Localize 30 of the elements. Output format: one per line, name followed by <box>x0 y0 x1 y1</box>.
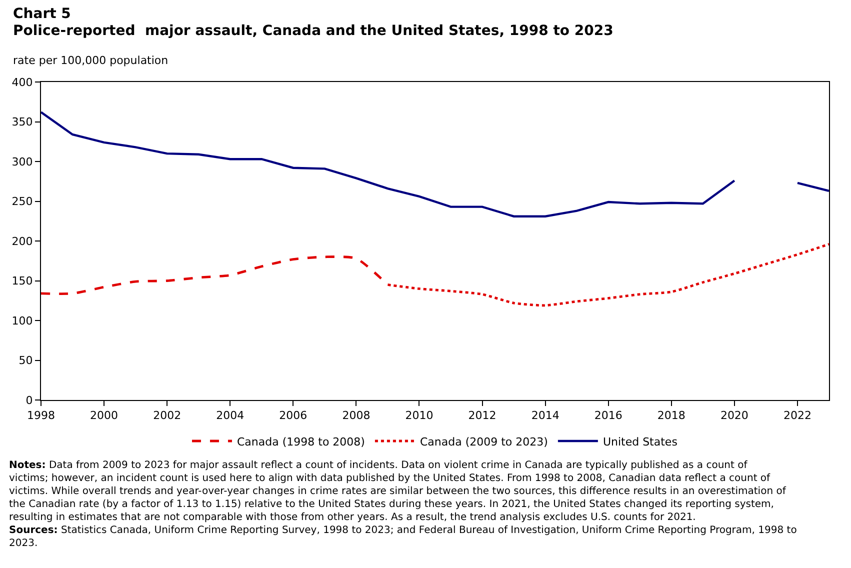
y-tick-label: 0 <box>26 394 33 407</box>
legend-label: United States <box>602 435 678 448</box>
y-axis-title: rate per 100,000 population <box>13 54 168 67</box>
x-tick-label: 2004 <box>216 409 244 422</box>
y-tick-label: 200 <box>12 234 33 248</box>
x-tick-label: 2008 <box>342 409 370 422</box>
x-tick-label: 2022 <box>783 409 812 422</box>
chart-title: Chart 5 <box>13 6 71 22</box>
x-tick-label: 2010 <box>405 409 434 422</box>
x-tick-label: 2006 <box>279 409 308 422</box>
x-tick-label: 2014 <box>531 409 560 422</box>
y-tick-label: 350 <box>12 116 33 129</box>
chart-subtitle: Police-reported major assault, Canada and the United States, 1998 to 2023 <box>13 23 614 39</box>
legend-label: Canada (1998 to 2008) <box>237 435 365 448</box>
x-tick-label: 2000 <box>90 409 118 422</box>
x-tick-label: 2018 <box>657 409 686 422</box>
y-tick-label: 50 <box>18 354 33 368</box>
x-tick-label: 2002 <box>153 409 182 422</box>
x-tick-label: 2020 <box>720 409 748 422</box>
y-tick-label: 400 <box>12 76 33 89</box>
x-tick-label: 2016 <box>594 409 622 422</box>
x-tick-label: 2012 <box>468 409 496 422</box>
y-tick-label: 100 <box>12 314 33 328</box>
y-tick-label: 300 <box>12 155 33 168</box>
text: Sources: Statistics Canada, Uniform Crime Reporting Survey, 1998 to 2023; and Federal Bureau of Investigation, Uniform Crime Reporting Program, 1998 to 2023. <box>9 525 797 549</box>
legend-label: Canada (2009 to 2023) <box>420 435 548 448</box>
y-tick-label: 250 <box>12 195 33 208</box>
y-tick-label: 150 <box>12 274 33 288</box>
text: Notes: Data from 2009 to 2023 for major assault reflect a count of incidents. Data on violent crime in Canada are typically published as a count of victims; however, an incident count is used here to align with data published by the United States. From 1998 to 2008, Canadian data reflect a count of victims. While overall trends and year-over-year changes in crime rates are similar between the two sources, this difference results in an overestimation of the Canadian rate (by a factor of 1.13 to 1.15) relative to the United States during these years. In 2021, the United States changed its reporting system, resulting in estimates that are not comparable with those from other years. As a result, the trend analysis excludes U.S. counts for 2021. <box>9 460 786 523</box>
x-tick-label: 1998 <box>27 409 55 422</box>
